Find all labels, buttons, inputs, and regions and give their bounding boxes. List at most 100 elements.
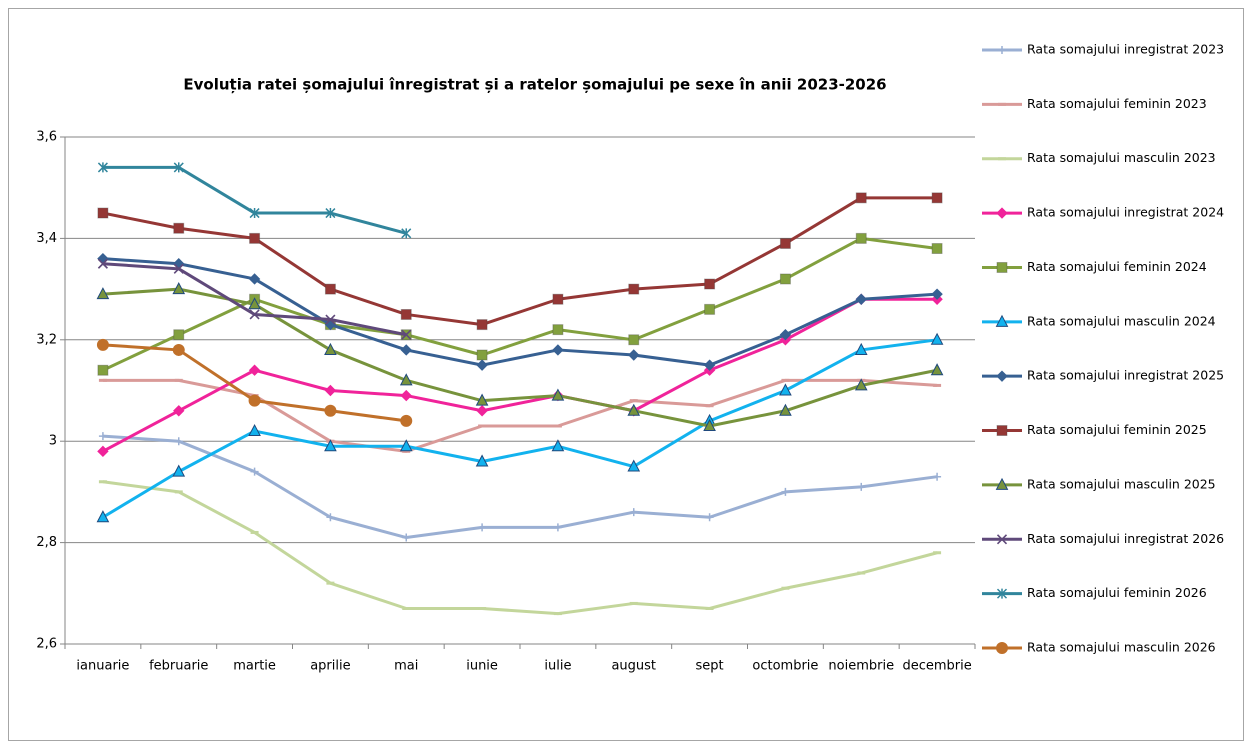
marker: [995, 642, 1009, 654]
marker: [703, 359, 716, 371]
marker: [324, 439, 337, 452]
marker: [400, 415, 413, 427]
marker: [325, 208, 336, 219]
marker: [172, 464, 186, 477]
legend-label: Rata somajului feminin 2023: [1027, 96, 1207, 111]
legend-label: Rata somajului inregistrat 2024: [1027, 205, 1224, 220]
marker: [996, 370, 1008, 382]
marker: [779, 403, 792, 416]
legend-label: Rata somajului feminin 2025: [1027, 422, 1207, 437]
marker: [250, 467, 259, 476]
legend-label: Rata somajului masculin 2024: [1027, 313, 1216, 328]
marker: [172, 344, 185, 356]
x-tick-label: martie: [233, 659, 276, 674]
marker: [248, 394, 261, 407]
marker: [400, 389, 412, 402]
x-tick-label: mai: [394, 659, 418, 674]
marker: [476, 319, 488, 331]
marker: [173, 162, 184, 173]
marker: [97, 162, 108, 173]
marker: [249, 309, 260, 320]
legend-label: Rata somajului feminin 2026: [1027, 585, 1207, 600]
y-tick-label: 2,6: [36, 637, 57, 652]
marker: [931, 288, 943, 300]
marker: [779, 329, 792, 341]
marker: [996, 534, 1008, 545]
marker: [324, 384, 337, 397]
marker: [628, 283, 640, 295]
legend-label: Rata somajului inregistrat 2026: [1027, 531, 1224, 546]
series-line: [102, 480, 938, 616]
marker: [628, 334, 640, 346]
marker: [476, 349, 488, 361]
legend-label: Rata somajului inregistrat 2023: [1027, 42, 1224, 57]
marker: [97, 207, 109, 219]
marker: [324, 342, 337, 355]
marker: [96, 287, 110, 300]
marker: [779, 273, 791, 285]
marker: [854, 378, 868, 391]
marker: [475, 454, 489, 467]
marker: [476, 405, 488, 417]
marker: [855, 192, 867, 204]
marker: [173, 405, 185, 417]
series-line: [102, 287, 938, 428]
legend-label: Rata somajului masculin 2026: [1027, 640, 1216, 655]
x-tick-label: decembrie: [902, 659, 971, 674]
marker: [401, 228, 412, 239]
marker: [628, 349, 640, 361]
legend-label: Rata somajului masculin 2025: [1027, 476, 1216, 491]
marker: [931, 192, 943, 204]
marker: [933, 472, 942, 481]
marker: [324, 404, 337, 417]
marker: [857, 482, 866, 491]
marker: [855, 232, 867, 244]
marker: [249, 232, 261, 244]
y-tick-label: 3: [49, 434, 57, 449]
chart-title: Evoluția ratei șomajului înregistrat și …: [183, 76, 886, 94]
marker: [98, 432, 107, 441]
x-tick-label: iunie: [466, 659, 498, 674]
marker: [97, 445, 109, 458]
marker: [995, 314, 1009, 327]
marker: [248, 297, 261, 310]
marker: [704, 278, 716, 290]
x-tick-label: august: [611, 659, 656, 674]
marker: [998, 46, 1006, 54]
marker: [399, 373, 413, 386]
marker: [779, 383, 792, 396]
marker: [995, 477, 1009, 490]
marker: [97, 258, 108, 269]
series-line: [102, 257, 938, 367]
marker: [326, 513, 335, 522]
marker: [781, 487, 790, 496]
y-tick-label: 3,6: [36, 130, 57, 145]
marker: [551, 439, 565, 452]
marker: [854, 342, 868, 355]
marker: [476, 359, 488, 371]
y-tick-label: 3,4: [36, 231, 57, 246]
x-tick-label: noiembrie: [828, 659, 894, 674]
series-line: [102, 434, 938, 540]
marker: [174, 437, 183, 446]
marker: [552, 293, 564, 305]
legend-label: Rata somajului masculin 2023: [1027, 150, 1216, 165]
marker: [97, 364, 109, 376]
marker: [931, 243, 943, 255]
marker: [399, 439, 413, 452]
marker: [248, 423, 261, 437]
marker: [930, 363, 944, 376]
marker: [173, 329, 185, 341]
marker: [996, 425, 1008, 437]
marker: [248, 364, 261, 376]
marker: [173, 222, 185, 234]
marker: [996, 588, 1008, 599]
marker: [553, 523, 562, 532]
series-line: [102, 297, 938, 453]
marker: [248, 273, 261, 285]
marker: [627, 403, 641, 416]
marker: [705, 513, 714, 522]
marker: [249, 208, 260, 219]
marker: [551, 388, 565, 401]
